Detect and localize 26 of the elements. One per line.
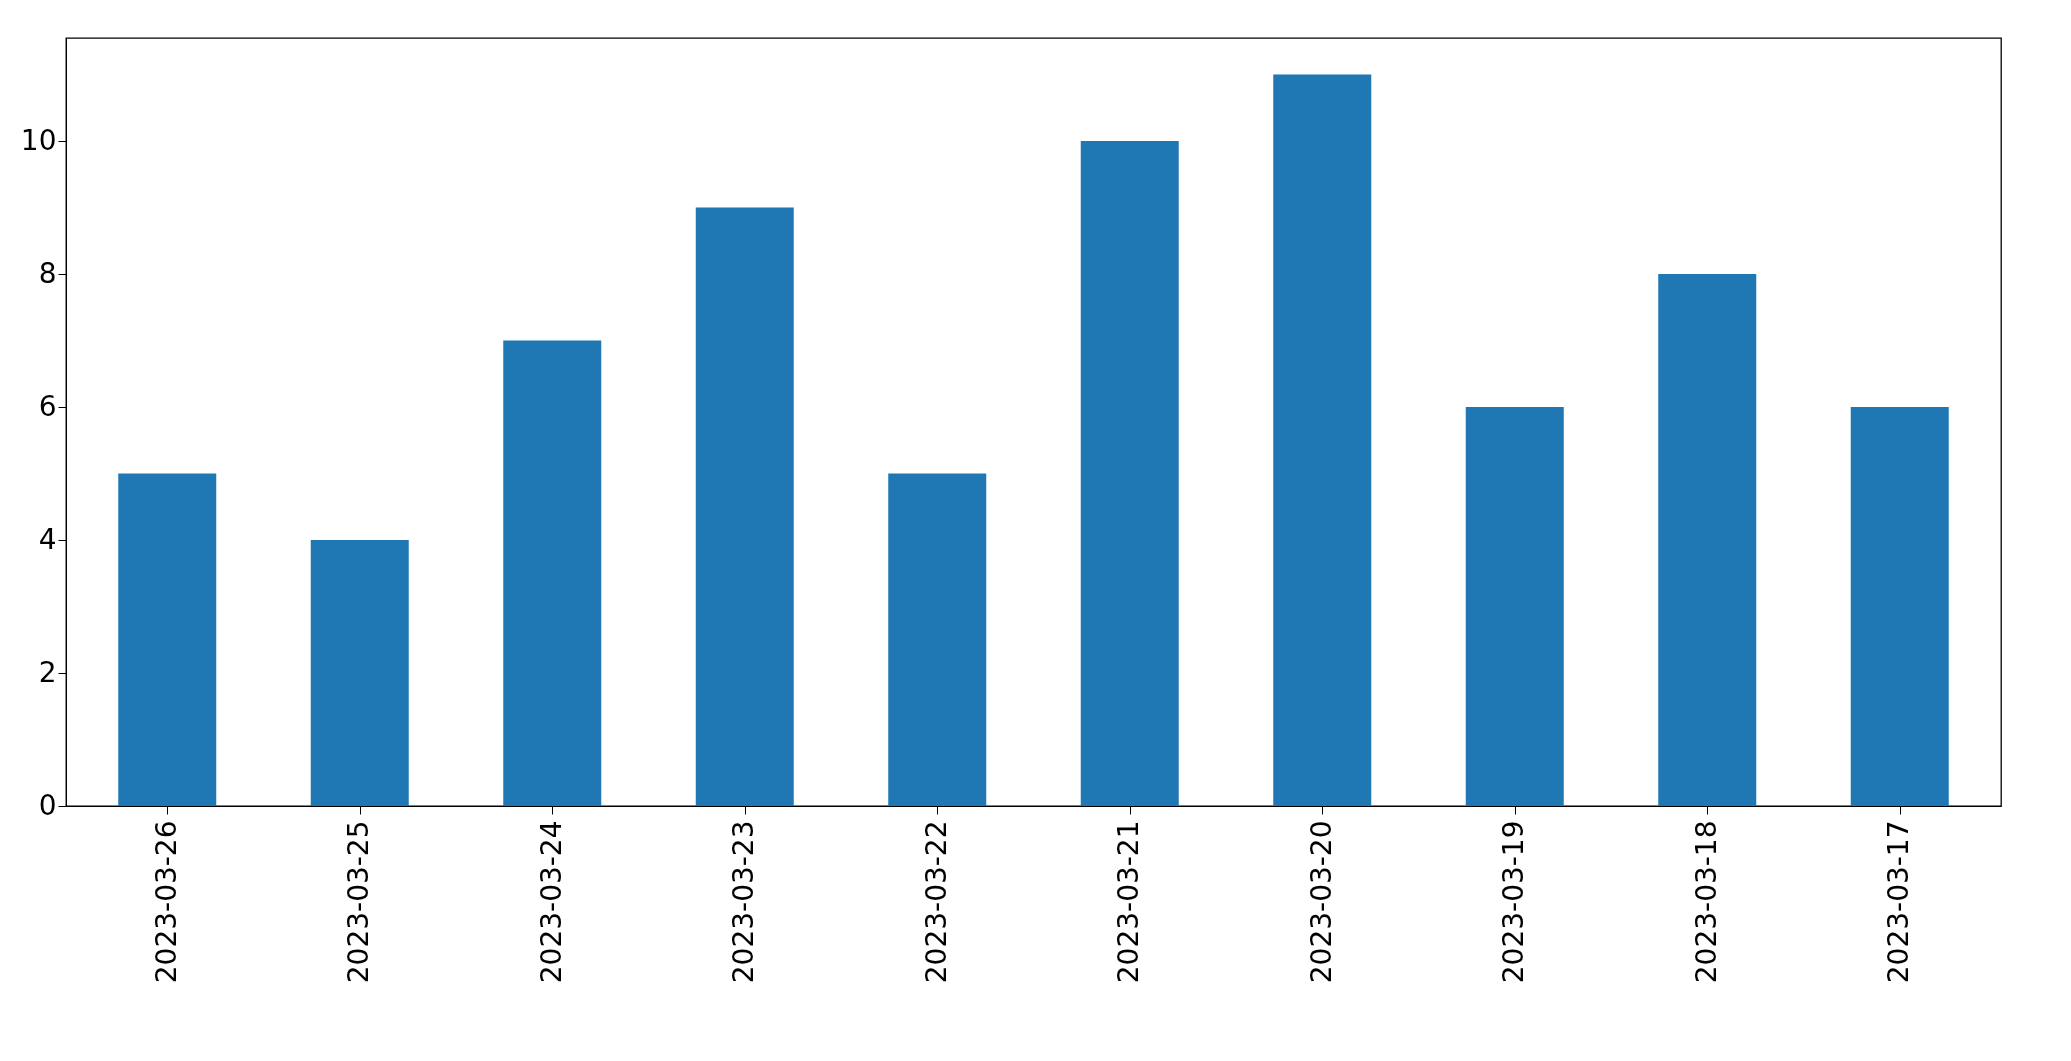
bar (888, 473, 987, 806)
bar (310, 540, 409, 806)
bar (503, 340, 602, 806)
x-tick-label: 2023-03-21 (1112, 820, 1146, 984)
bar (1273, 74, 1372, 806)
bar (118, 473, 217, 806)
bar (1850, 407, 1949, 806)
y-tick-label: 10 (20, 123, 57, 157)
x-tick-label: 2023-03-26 (149, 820, 183, 984)
y-tick-label: 0 (38, 788, 57, 822)
x-tick-label: 2023-03-23 (727, 820, 761, 984)
bar (1465, 407, 1564, 806)
x-tick-label: 2023-03-18 (1689, 820, 1723, 984)
x-tick-label: 2023-03-25 (342, 820, 376, 984)
y-tick-label: 8 (38, 256, 57, 290)
y-tick-label: 2 (38, 655, 57, 689)
x-tick-label: 2023-03-17 (1882, 820, 1916, 984)
y-tick-label: 4 (38, 522, 57, 556)
bar (1080, 141, 1179, 806)
x-tick-label: 2023-03-22 (919, 820, 953, 984)
x-tick-label: 2023-03-19 (1497, 820, 1531, 984)
bar (1658, 274, 1757, 806)
bar (695, 207, 794, 806)
x-tick-label: 2023-03-24 (534, 820, 568, 984)
y-tick-label: 6 (38, 389, 57, 423)
x-tick-label: 2023-03-20 (1304, 820, 1338, 984)
